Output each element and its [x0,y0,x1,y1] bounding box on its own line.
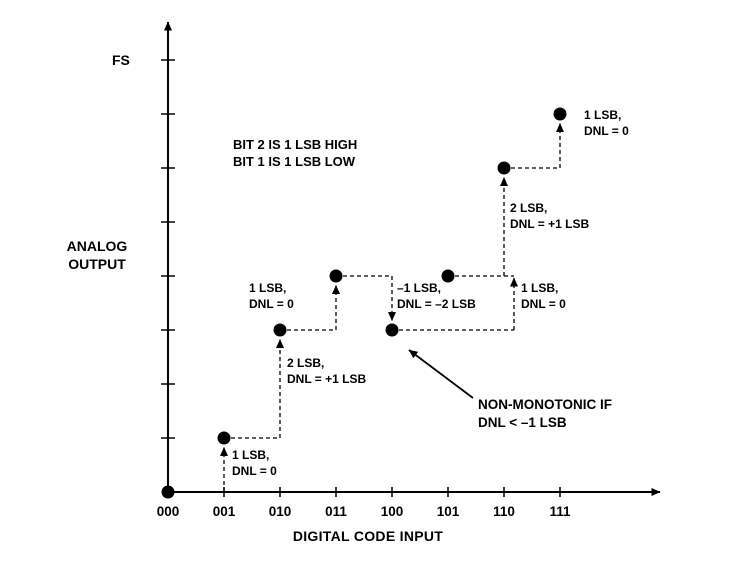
y-axis-title: ANALOG OUTPUT [52,237,142,273]
y-axis-title-line1: ANALOG [66,238,128,254]
y-axis-title-line2: OUTPUT [68,256,126,272]
non-monotonic-callout: NON-MONOTONIC IF DNL < –1 LSB [478,396,612,431]
annotation-step-010: 2 LSB, DNL = +1 LSB [287,356,366,387]
full-scale-label: FS [112,52,130,68]
x-tick-label-001: 001 [212,504,236,519]
data-point-111 [553,107,567,121]
annotation-step-001-line1: 1 LSB, [232,448,270,462]
x-tick-label-110: 110 [493,504,515,519]
annotation-step-001: 1 LSB, DNL = 0 [232,448,277,479]
x-tick-label-101: 101 [436,504,460,519]
annotation-step-110-line1: 2 LSB, [510,201,548,215]
annotation-step-101: 1 LSB, DNL = 0 [521,281,566,312]
data-point-110 [497,161,511,175]
bit-error-note-line1: BIT 2 IS 1 LSB HIGH [233,137,358,152]
annotation-step-011-line1: 1 LSB, [249,281,287,295]
annotation-step-110: 2 LSB, DNL = +1 LSB [510,201,589,232]
annotation-step-100: –1 LSB, DNL = –2 LSB [397,281,476,312]
non-monotonic-callout-line2: DNL < –1 LSB [478,414,567,430]
x-tick-label-000: 000 [156,504,180,519]
annotation-step-100-line1: –1 LSB, [397,281,442,295]
annotation-step-011: 1 LSB, DNL = 0 [249,281,294,312]
annotation-step-010-line2: DNL = +1 LSB [287,371,367,386]
annotation-step-011-line2: DNL = 0 [249,296,294,311]
data-point-001 [217,431,231,445]
data-point-101 [441,269,455,283]
x-tick-label-011: 011 [325,504,347,519]
annotation-step-100-line2: DNL = –2 LSB [397,296,476,311]
annotation-step-111-line2: DNL = 0 [584,123,629,138]
non-monotonic-callout-line1: NON-MONOTONIC IF [478,397,612,412]
annotation-step-110-line2: DNL = +1 LSB [510,216,590,231]
bit-error-note-line2: BIT 1 IS 1 LSB LOW [233,154,356,169]
x-tick-label-111: 111 [549,504,571,519]
annotation-step-111-line1: 1 LSB, [584,108,622,122]
step-lines [168,123,564,493]
x-axis-title: DIGITAL CODE INPUT [292,528,444,544]
annotation-step-111: 1 LSB, DNL = 0 [584,108,629,139]
data-point-011 [329,269,343,283]
annotation-step-010-line1: 2 LSB, [287,356,325,370]
x-tick-label-100: 100 [380,504,404,519]
non-monotonic-arrow [408,349,474,399]
annotation-step-101-line1: 1 LSB, [521,281,559,295]
annotation-step-101-line2: DNL = 0 [521,296,566,311]
axes [161,21,661,497]
data-point-100 [385,323,399,337]
x-tick-label-010: 010 [268,504,292,519]
bit-error-note: BIT 2 IS 1 LSB HIGH BIT 1 IS 1 LSB LOW [233,136,357,170]
data-point-000 [161,485,175,499]
data-points [161,107,567,499]
annotation-step-001-line2: DNL = 0 [232,463,277,478]
data-point-010 [273,323,287,337]
